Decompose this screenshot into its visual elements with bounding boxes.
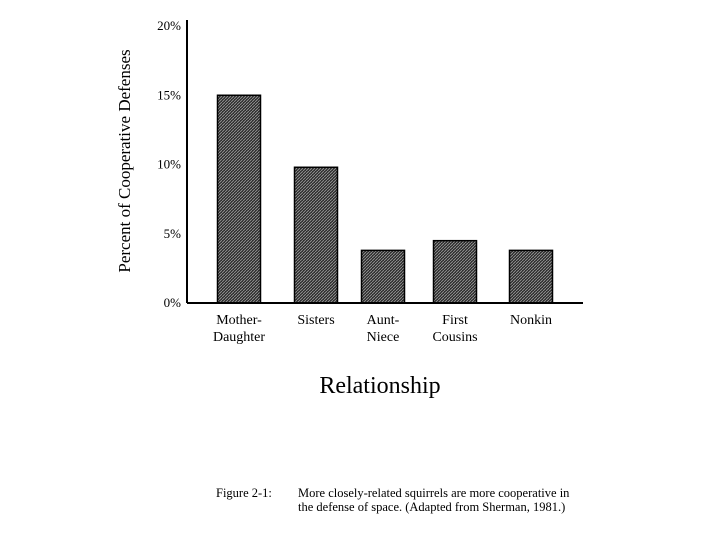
bar [360,249,406,304]
bar [216,94,262,304]
bar [293,166,339,304]
y-tick-label: 15% [157,87,181,102]
x-axis-category-labels: Mother-Daughter Sisters Aunt-Niece First Cou… [213,313,552,345]
y-tick-label: 20% [157,18,181,33]
x-tick-label: First Cousins [432,313,477,345]
bar [508,249,554,304]
figure-caption-text: More closely-related squirrels are more … [298,486,570,514]
y-tick-label: 10% [157,157,181,172]
x-tick-label: Mother-Daughter [213,313,265,345]
bars [216,94,554,304]
y-axis-title: Percent of Cooperative Defenses [115,49,134,272]
bar [432,239,478,304]
y-axis-ticks: 0% 5% 10% 15% 20% [157,18,181,310]
x-tick-label: Aunt-Niece [367,313,400,345]
figure-caption-label: Figure 2-1: [216,486,272,500]
x-tick-label: Nonkin [510,313,552,328]
x-axis-title: Relationship [319,373,440,399]
x-tick-label: Sisters [297,313,334,328]
y-tick-label: 5% [164,226,182,241]
y-tick-label: 0% [164,295,182,310]
